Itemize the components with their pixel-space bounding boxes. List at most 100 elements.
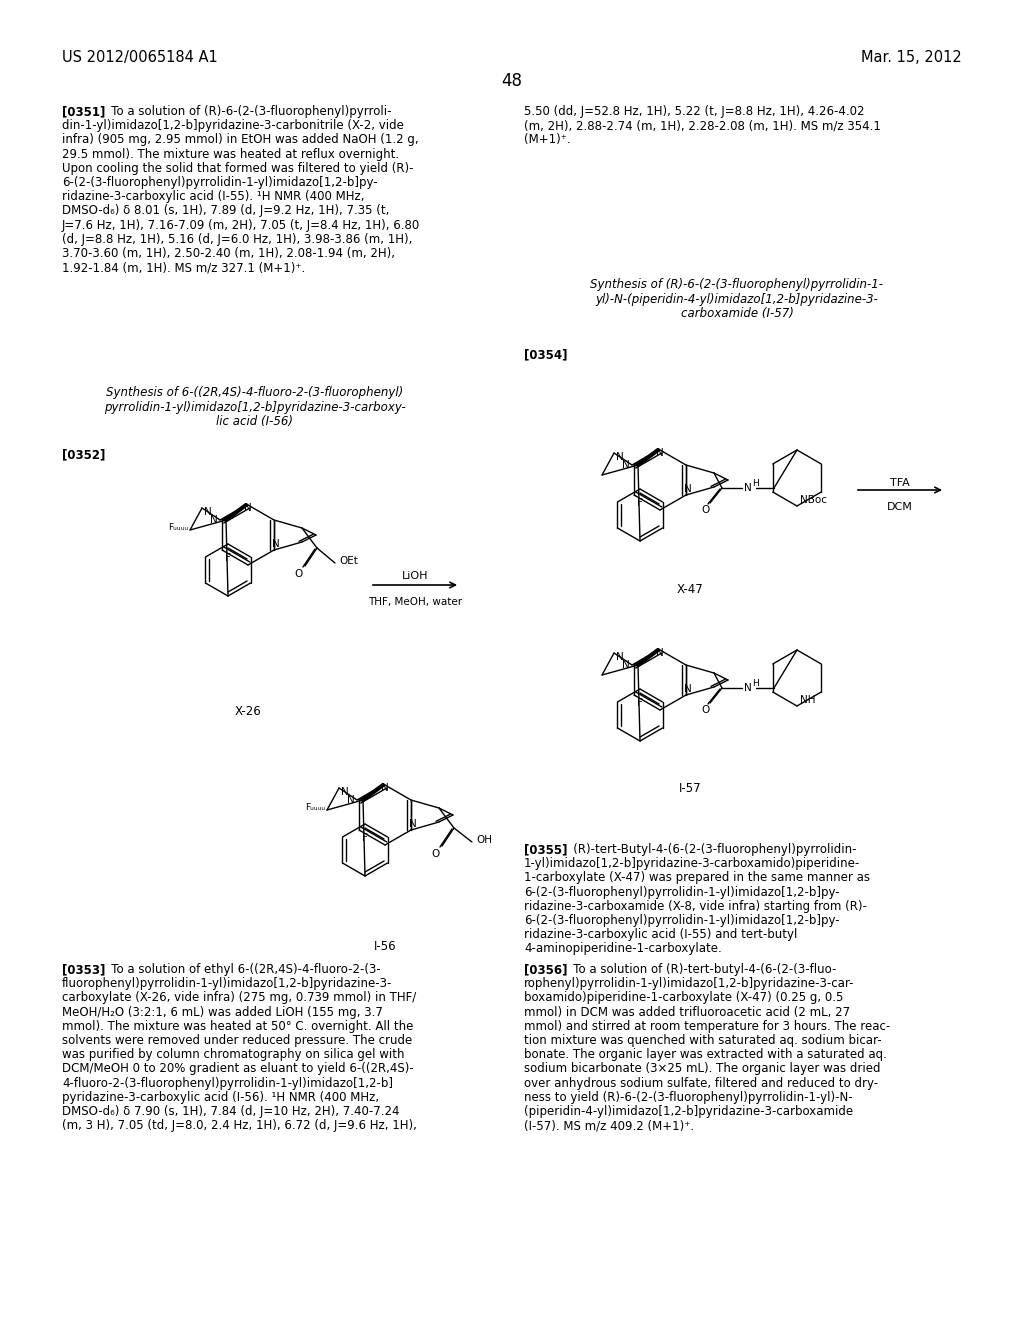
Text: 4-fluoro-2-(3-fluorophenyl)pyrrolidin-1-yl)imidazo[1,2-b]: 4-fluoro-2-(3-fluorophenyl)pyrrolidin-1-… <box>62 1077 393 1089</box>
Text: pyrrolidin-1-yl)imidazo[1,2-b]pyridazine-3-carboxy-: pyrrolidin-1-yl)imidazo[1,2-b]pyridazine… <box>104 400 406 413</box>
Text: N: N <box>244 503 252 513</box>
Text: I-57: I-57 <box>679 781 701 795</box>
Text: US 2012/0065184 A1: US 2012/0065184 A1 <box>62 50 218 65</box>
Text: mmol) and stirred at room temperature for 3 hours. The reac-: mmol) and stirred at room temperature fo… <box>524 1020 890 1032</box>
Text: N: N <box>204 507 212 517</box>
Text: N: N <box>272 539 280 549</box>
Text: ridazine-3-carboxylic acid (I-55) and tert-butyl: ridazine-3-carboxylic acid (I-55) and te… <box>524 928 798 941</box>
Text: X-47: X-47 <box>677 583 703 597</box>
Text: I-56: I-56 <box>374 940 396 953</box>
Text: TFA: TFA <box>890 478 910 488</box>
Text: F: F <box>225 553 231 564</box>
Text: DCM/MeOH 0 to 20% gradient as eluant to yield 6-((2R,4S)-: DCM/MeOH 0 to 20% gradient as eluant to … <box>62 1063 414 1076</box>
Text: 3.70-3.60 (m, 1H), 2.50-2.40 (m, 1H), 2.08-1.94 (m, 2H),: 3.70-3.60 (m, 1H), 2.50-2.40 (m, 1H), 2.… <box>62 247 395 260</box>
Text: pyridazine-3-carboxylic acid (I-56). ¹H NMR (400 MHz,: pyridazine-3-carboxylic acid (I-56). ¹H … <box>62 1090 379 1104</box>
Text: (R)-tert-Butyl-4-(6-(2-(3-fluorophenyl)pyrrolidin-: (R)-tert-Butyl-4-(6-(2-(3-fluorophenyl)p… <box>562 843 856 855</box>
Text: 6-(2-(3-fluorophenyl)pyrrolidin-1-yl)imidazo[1,2-b]py-: 6-(2-(3-fluorophenyl)pyrrolidin-1-yl)imi… <box>524 913 840 927</box>
Text: (m, 3 H), 7.05 (td, J=8.0, 2.4 Hz, 1H), 6.72 (d, J=9.6 Hz, 1H),: (m, 3 H), 7.05 (td, J=8.0, 2.4 Hz, 1H), … <box>62 1119 417 1133</box>
Text: yl)-N-(piperidin-4-yl)imidazo[1,2-b]pyridazine-3-: yl)-N-(piperidin-4-yl)imidazo[1,2-b]pyri… <box>596 293 879 305</box>
Text: carboxamide (I-57): carboxamide (I-57) <box>681 308 794 319</box>
Text: N: N <box>656 447 664 458</box>
Text: boxamido)piperidine-1-carboxylate (X-47) (0.25 g, 0.5: boxamido)piperidine-1-carboxylate (X-47)… <box>524 991 844 1005</box>
Text: THF, MeOH, water: THF, MeOH, water <box>368 597 462 607</box>
Text: rophenyl)pyrrolidin-1-yl)imidazo[1,2-b]pyridazine-3-car-: rophenyl)pyrrolidin-1-yl)imidazo[1,2-b]p… <box>524 977 854 990</box>
Text: N: N <box>684 684 692 694</box>
Text: 5.50 (dd, J=52.8 Hz, 1H), 5.22 (t, J=8.8 Hz, 1H), 4.26-4.02: 5.50 (dd, J=52.8 Hz, 1H), 5.22 (t, J=8.8… <box>524 106 864 117</box>
Text: LiOH: LiOH <box>401 572 428 581</box>
Text: DMSO-d₆) δ 7.90 (s, 1H), 7.84 (d, J=10 Hz, 2H), 7.40-7.24: DMSO-d₆) δ 7.90 (s, 1H), 7.84 (d, J=10 H… <box>62 1105 399 1118</box>
Text: 1.92-1.84 (m, 1H). MS m/z 327.1 (M+1)⁺.: 1.92-1.84 (m, 1H). MS m/z 327.1 (M+1)⁺. <box>62 261 305 275</box>
Text: (M+1)⁺.: (M+1)⁺. <box>524 133 570 147</box>
Text: [0351]: [0351] <box>62 106 105 117</box>
Text: F: F <box>637 498 643 508</box>
Text: [0355]: [0355] <box>524 843 567 855</box>
Text: mmol). The mixture was heated at 50° C. overnight. All the: mmol). The mixture was heated at 50° C. … <box>62 1020 414 1032</box>
Text: To a solution of (R)-tert-butyl-4-(6-(2-(3-fluo-: To a solution of (R)-tert-butyl-4-(6-(2-… <box>562 964 837 975</box>
Text: N: N <box>744 682 752 693</box>
Text: bonate. The organic layer was extracted with a saturated aq.: bonate. The organic layer was extracted … <box>524 1048 887 1061</box>
Text: 6-(2-(3-fluorophenyl)pyrrolidin-1-yl)imidazo[1,2-b]py-: 6-(2-(3-fluorophenyl)pyrrolidin-1-yl)imi… <box>62 176 378 189</box>
Text: N: N <box>623 459 630 470</box>
Text: ness to yield (R)-6-(2-(3-fluorophenyl)pyrrolidin-1-yl)-N-: ness to yield (R)-6-(2-(3-fluorophenyl)p… <box>524 1090 853 1104</box>
Text: N: N <box>381 783 389 793</box>
Text: N: N <box>616 451 624 462</box>
Text: Upon cooling the solid that formed was filtered to yield (R)-: Upon cooling the solid that formed was f… <box>62 162 414 174</box>
Text: To a solution of (R)-6-(2-(3-fluorophenyl)pyrroli-: To a solution of (R)-6-(2-(3-fluoropheny… <box>100 106 391 117</box>
Text: N: N <box>210 515 218 525</box>
Text: NH: NH <box>800 696 815 705</box>
Text: O: O <box>701 506 710 515</box>
Text: Mar. 15, 2012: Mar. 15, 2012 <box>861 50 962 65</box>
Text: mmol) in DCM was added trifluoroacetic acid (2 mL, 27: mmol) in DCM was added trifluoroacetic a… <box>524 1006 850 1019</box>
Text: over anhydrous sodium sulfate, filtered and reduced to dry-: over anhydrous sodium sulfate, filtered … <box>524 1077 879 1089</box>
Text: (piperidin-4-yl)imidazo[1,2-b]pyridazine-3-carboxamide: (piperidin-4-yl)imidazo[1,2-b]pyridazine… <box>524 1105 853 1118</box>
Text: (I-57). MS m/z 409.2 (M+1)⁺.: (I-57). MS m/z 409.2 (M+1)⁺. <box>524 1119 694 1133</box>
Text: H: H <box>752 479 759 487</box>
Text: DCM: DCM <box>887 502 913 512</box>
Text: N: N <box>623 660 630 671</box>
Text: N: N <box>410 818 417 829</box>
Text: lic acid (I-56): lic acid (I-56) <box>216 414 294 428</box>
Text: N: N <box>341 787 349 797</box>
Text: [0354]: [0354] <box>524 348 567 360</box>
Text: (m, 2H), 2.88-2.74 (m, 1H), 2.28-2.08 (m, 1H). MS m/z 354.1: (m, 2H), 2.88-2.74 (m, 1H), 2.28-2.08 (m… <box>524 119 881 132</box>
Text: tion mixture was quenched with saturated aq. sodium bicar-: tion mixture was quenched with saturated… <box>524 1034 882 1047</box>
Text: infra) (905 mg, 2.95 mmol) in EtOH was added NaOH (1.2 g,: infra) (905 mg, 2.95 mmol) in EtOH was a… <box>62 133 419 147</box>
Text: [0353]: [0353] <box>62 964 105 975</box>
Text: [0356]: [0356] <box>524 964 567 975</box>
Text: Synthesis of 6-((2R,4S)-4-fluoro-2-(3-fluorophenyl): Synthesis of 6-((2R,4S)-4-fluoro-2-(3-fl… <box>106 385 403 399</box>
Text: (d, J=8.8 Hz, 1H), 5.16 (d, J=6.0 Hz, 1H), 3.98-3.86 (m, 1H),: (d, J=8.8 Hz, 1H), 5.16 (d, J=6.0 Hz, 1H… <box>62 232 413 246</box>
Text: O: O <box>432 849 440 859</box>
Text: was purified by column chromatography on silica gel with: was purified by column chromatography on… <box>62 1048 404 1061</box>
Text: 1-yl)imidazo[1,2-b]pyridazine-3-carboxamido)piperidine-: 1-yl)imidazo[1,2-b]pyridazine-3-carboxam… <box>524 857 860 870</box>
Text: Fᵤᵤᵤᵤ: Fᵤᵤᵤᵤ <box>168 524 188 532</box>
Text: ridazine-3-carboxamide (X-8, vide infra) starting from (R)-: ridazine-3-carboxamide (X-8, vide infra)… <box>524 900 867 913</box>
Text: N: N <box>347 795 355 805</box>
Text: 48: 48 <box>502 73 522 90</box>
Text: carboxylate (X-26, vide infra) (275 mg, 0.739 mmol) in THF/: carboxylate (X-26, vide infra) (275 mg, … <box>62 991 416 1005</box>
Text: X-26: X-26 <box>234 705 261 718</box>
Text: 29.5 mmol). The mixture was heated at reflux overnight.: 29.5 mmol). The mixture was heated at re… <box>62 148 399 161</box>
Text: N: N <box>744 483 752 492</box>
Text: NBoc: NBoc <box>800 495 827 506</box>
Text: 4-aminopiperidine-1-carboxylate.: 4-aminopiperidine-1-carboxylate. <box>524 942 722 956</box>
Text: 1-carboxylate (X-47) was prepared in the same manner as: 1-carboxylate (X-47) was prepared in the… <box>524 871 870 884</box>
Text: N: N <box>656 648 664 657</box>
Text: fluorophenyl)pyrrolidin-1-yl)imidazo[1,2-b]pyridazine-3-: fluorophenyl)pyrrolidin-1-yl)imidazo[1,2… <box>62 977 392 990</box>
Text: solvents were removed under reduced pressure. The crude: solvents were removed under reduced pres… <box>62 1034 413 1047</box>
Text: MeOH/H₂O (3:2:1, 6 mL) was added LiOH (155 mg, 3.7: MeOH/H₂O (3:2:1, 6 mL) was added LiOH (1… <box>62 1006 383 1019</box>
Text: O: O <box>701 705 710 715</box>
Text: N: N <box>616 652 624 663</box>
Text: N: N <box>684 484 692 494</box>
Text: Fᵤᵤᵤᵤ: Fᵤᵤᵤᵤ <box>305 804 325 813</box>
Text: H: H <box>752 678 759 688</box>
Text: J=7.6 Hz, 1H), 7.16-7.09 (m, 2H), 7.05 (t, J=8.4 Hz, 1H), 6.80: J=7.6 Hz, 1H), 7.16-7.09 (m, 2H), 7.05 (… <box>62 219 420 231</box>
Text: 6-(2-(3-fluorophenyl)pyrrolidin-1-yl)imidazo[1,2-b]py-: 6-(2-(3-fluorophenyl)pyrrolidin-1-yl)imi… <box>524 886 840 899</box>
Text: OEt: OEt <box>339 556 357 566</box>
Text: F: F <box>362 833 368 843</box>
Text: sodium bicarbonate (3×25 mL). The organic layer was dried: sodium bicarbonate (3×25 mL). The organi… <box>524 1063 881 1076</box>
Text: OH: OH <box>476 836 492 845</box>
Text: ridazine-3-carboxylic acid (I-55). ¹H NMR (400 MHz,: ridazine-3-carboxylic acid (I-55). ¹H NM… <box>62 190 365 203</box>
Text: To a solution of ethyl 6-((2R,4S)-4-fluoro-2-(3-: To a solution of ethyl 6-((2R,4S)-4-fluo… <box>100 964 381 975</box>
Text: F: F <box>637 698 643 708</box>
Text: O: O <box>295 569 303 579</box>
